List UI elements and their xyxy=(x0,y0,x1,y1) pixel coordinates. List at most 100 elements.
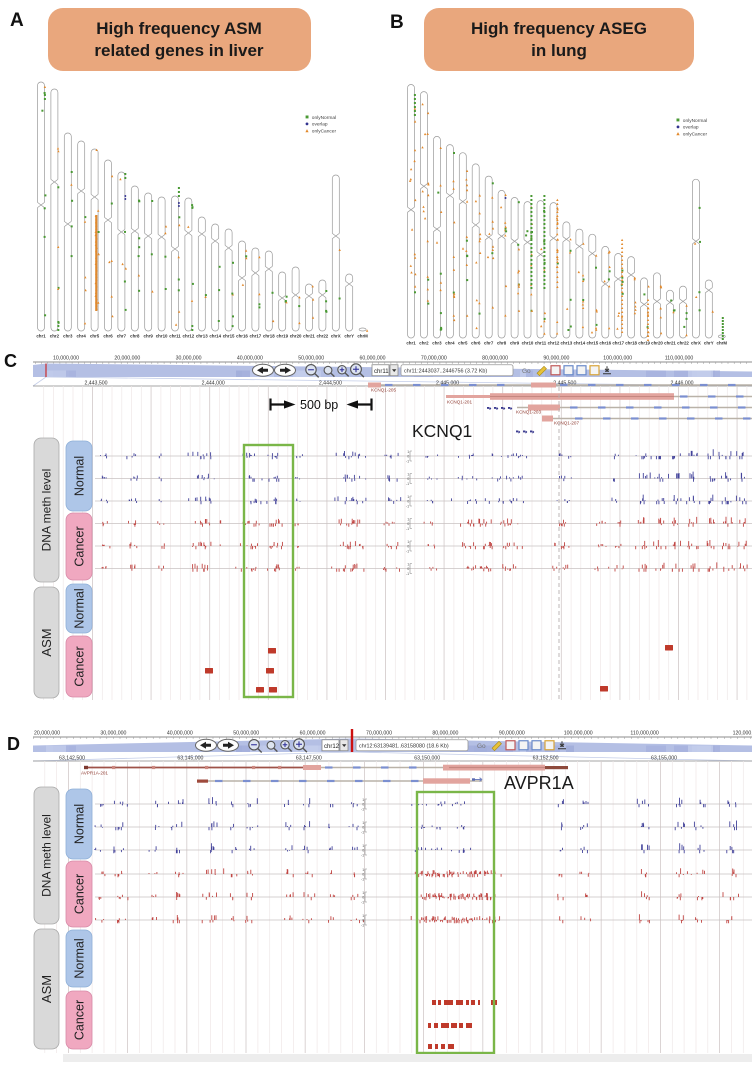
svg-text:DNA meth level: DNA meth level xyxy=(40,814,54,897)
svg-text:KCNQ1: KCNQ1 xyxy=(412,421,472,441)
svg-text:chr21: chr21 xyxy=(664,341,676,346)
svg-text:1: 1 xyxy=(407,450,409,454)
svg-text:KCNQ1-205: KCNQ1-205 xyxy=(371,388,396,393)
svg-text:chrY: chrY xyxy=(704,341,714,346)
svg-text:chr12: chr12 xyxy=(548,341,560,346)
svg-text:63,145,000: 63,145,000 xyxy=(177,756,203,762)
svg-text:B: B xyxy=(390,12,404,33)
svg-text:chr22: chr22 xyxy=(677,341,689,346)
svg-text:D: D xyxy=(7,734,20,754)
svg-text:30,000,000: 30,000,000 xyxy=(176,356,202,362)
svg-text:AVPR1A-201: AVPR1A-201 xyxy=(81,771,108,776)
svg-text:overlap: overlap xyxy=(683,125,699,131)
svg-text:chr5: chr5 xyxy=(90,334,100,339)
svg-text:-1: -1 xyxy=(361,831,364,835)
svg-text:chr16: chr16 xyxy=(236,334,248,339)
svg-text:Cancer: Cancer xyxy=(72,646,86,686)
svg-text:chr6: chr6 xyxy=(103,334,113,339)
svg-text:40,000,000: 40,000,000 xyxy=(237,356,263,362)
svg-text:0: 0 xyxy=(407,522,409,526)
svg-text:chr13: chr13 xyxy=(561,341,573,346)
svg-text:70,000,000: 70,000,000 xyxy=(421,356,447,362)
svg-text:Normal: Normal xyxy=(72,804,86,844)
svg-text:chr9: chr9 xyxy=(144,334,154,339)
svg-text:63,150,000: 63,150,000 xyxy=(414,756,440,762)
svg-text:chr15: chr15 xyxy=(586,341,598,346)
svg-text:AVPR1A: AVPR1A xyxy=(504,773,574,793)
svg-text:10,000,000: 10,000,000 xyxy=(53,356,79,362)
svg-text:-1: -1 xyxy=(361,924,364,928)
svg-text:30,000,000: 30,000,000 xyxy=(100,731,126,737)
svg-text:chr22: chr22 xyxy=(317,334,329,339)
svg-text:chr13: chr13 xyxy=(196,334,208,339)
svg-text:chr6: chr6 xyxy=(471,341,481,346)
svg-text:chr21: chr21 xyxy=(303,334,315,339)
svg-text:chr8: chr8 xyxy=(497,341,507,346)
svg-text:chrY: chrY xyxy=(344,334,354,339)
svg-text:Go: Go xyxy=(477,743,486,750)
svg-text:chrM: chrM xyxy=(717,341,728,346)
svg-text:chr18: chr18 xyxy=(263,334,275,339)
svg-text:chr7: chr7 xyxy=(484,341,494,346)
svg-text:1: 1 xyxy=(362,868,364,872)
svg-text:chr2: chr2 xyxy=(419,341,429,346)
svg-text:110,000,000: 110,000,000 xyxy=(630,731,659,737)
svg-text:0: 0 xyxy=(407,500,409,504)
svg-text:110,000,000: 110,000,000 xyxy=(665,356,694,362)
svg-text:chr12:63139481..63158080 (18.6: chr12:63139481..63158080 (18.6 Kb) xyxy=(359,743,449,749)
svg-text:60,000,000: 60,000,000 xyxy=(300,731,326,737)
svg-text:chr5: chr5 xyxy=(458,341,468,346)
svg-text:ASM: ASM xyxy=(39,628,54,656)
svg-text:chr20: chr20 xyxy=(290,334,302,339)
svg-text:chr7: chr7 xyxy=(117,334,127,339)
svg-text:100,000,000: 100,000,000 xyxy=(564,731,593,737)
svg-text:related genes in liver: related genes in liver xyxy=(94,41,264,60)
svg-text:Cancer: Cancer xyxy=(72,874,86,914)
svg-text:2,446,000: 2,446,000 xyxy=(670,381,693,387)
svg-text:chr2: chr2 xyxy=(50,334,60,339)
svg-text:chr20: chr20 xyxy=(651,341,663,346)
svg-text:100,000,000: 100,000,000 xyxy=(603,356,632,362)
svg-text:2,444,500: 2,444,500 xyxy=(319,381,342,387)
svg-text:chrX: chrX xyxy=(331,334,341,339)
svg-text:Normal: Normal xyxy=(72,588,86,628)
svg-text:chr17: chr17 xyxy=(250,334,262,339)
svg-text:-1: -1 xyxy=(406,505,409,509)
svg-text:chr15: chr15 xyxy=(223,334,235,339)
svg-text:0: 0 xyxy=(362,873,364,877)
svg-text:A: A xyxy=(10,10,24,31)
svg-text:1: 1 xyxy=(362,844,364,848)
svg-text:50,000,000: 50,000,000 xyxy=(233,731,259,737)
svg-text:0: 0 xyxy=(362,803,364,807)
svg-text:onlyNormal: onlyNormal xyxy=(312,115,336,121)
svg-text:20,000,000: 20,000,000 xyxy=(114,356,140,362)
svg-text:63,142,500: 63,142,500 xyxy=(59,756,85,762)
svg-text:-1: -1 xyxy=(406,550,409,554)
svg-text:60,000,000: 60,000,000 xyxy=(360,356,386,362)
svg-text:2,445,000: 2,445,000 xyxy=(436,381,459,387)
svg-text:1: 1 xyxy=(407,495,409,499)
svg-text:63,155,000: 63,155,000 xyxy=(651,756,677,762)
svg-text:0: 0 xyxy=(362,849,364,853)
svg-text:chr3: chr3 xyxy=(63,334,73,339)
svg-text:ASM: ASM xyxy=(39,975,54,1003)
svg-text:-1: -1 xyxy=(406,527,409,531)
svg-text:63,147,500: 63,147,500 xyxy=(296,756,322,762)
svg-text:chr10: chr10 xyxy=(522,341,534,346)
svg-text:C: C xyxy=(4,351,17,371)
svg-text:40,000,000: 40,000,000 xyxy=(167,731,193,737)
svg-text:Go: Go xyxy=(522,368,531,375)
svg-text:Normal: Normal xyxy=(72,456,86,496)
svg-text:chr19: chr19 xyxy=(638,341,650,346)
svg-text:chr11: chr11 xyxy=(535,341,547,346)
svg-text:-1: -1 xyxy=(361,808,364,812)
svg-text:chr14: chr14 xyxy=(574,341,586,346)
svg-text:80,000,000: 80,000,000 xyxy=(482,356,508,362)
svg-text:1: 1 xyxy=(362,798,364,802)
svg-text:chr17: chr17 xyxy=(612,341,624,346)
svg-text:90,000,000: 90,000,000 xyxy=(499,731,525,737)
svg-text:chrX: chrX xyxy=(691,341,701,346)
svg-text:0: 0 xyxy=(407,455,409,459)
svg-text:1: 1 xyxy=(407,563,409,567)
svg-text:-1: -1 xyxy=(361,854,364,858)
